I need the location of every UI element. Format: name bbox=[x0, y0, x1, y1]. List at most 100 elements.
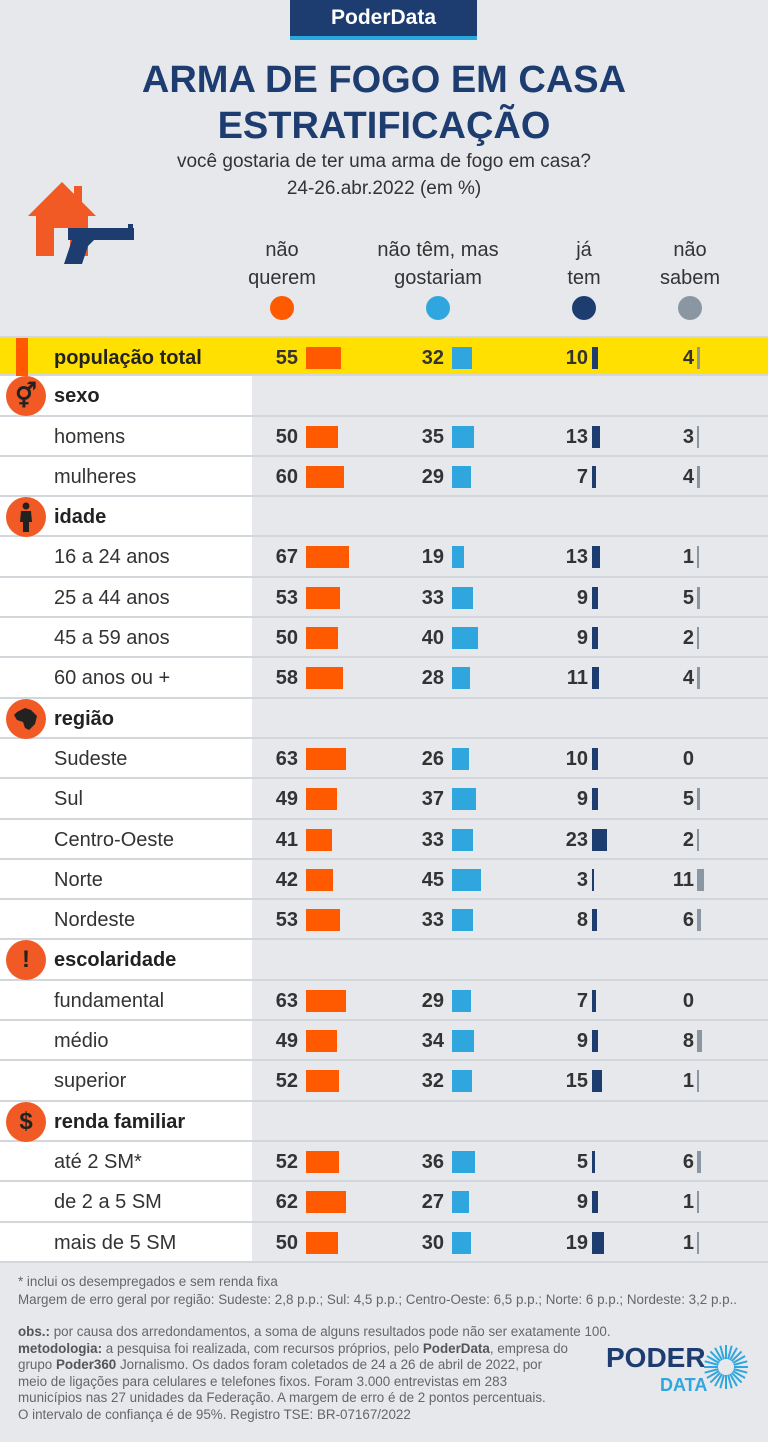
row-label: idade bbox=[54, 506, 107, 529]
column-header-line2: tem bbox=[567, 267, 601, 289]
value-nao_querem: 53 bbox=[275, 909, 298, 932]
value-gostariam: 19 bbox=[421, 546, 444, 569]
table-row: médio 49 34 9 8 bbox=[0, 1021, 768, 1062]
row-label-cell bbox=[0, 537, 252, 576]
chart-date: 24-26.abr.2022 (em %) bbox=[286, 178, 482, 199]
row-label-cell bbox=[0, 658, 252, 697]
table-row: 25 a 44 anos 53 33 9 5 bbox=[0, 577, 768, 619]
value-gostariam: 29 bbox=[421, 989, 444, 1012]
chart-subtitle: você gostaria de ter uma arma de fogo em… bbox=[176, 151, 591, 172]
bar-ja_tem bbox=[592, 1030, 598, 1053]
row-label-cell bbox=[0, 1141, 252, 1181]
row-label-cell bbox=[0, 338, 252, 375]
method-text-1: a pesquisa foi realizada, com recursos p… bbox=[102, 1340, 423, 1356]
obs-label: obs.: bbox=[18, 1324, 50, 1339]
column-header-line1: não bbox=[673, 239, 707, 261]
bar-gostariam bbox=[452, 828, 474, 851]
bar-gostariam bbox=[452, 1030, 474, 1053]
poderdata-logo: PODER DATA bbox=[606, 1342, 748, 1395]
bar-ja_tem bbox=[592, 989, 597, 1012]
value-ja_tem: 23 bbox=[565, 828, 588, 851]
value-gostariam: 37 bbox=[421, 788, 444, 811]
table-row: até 2 SM* 52 36 5 6 bbox=[0, 1141, 768, 1183]
value-nao_sabem: 6 bbox=[682, 909, 694, 932]
bar-nao_sabem bbox=[697, 1150, 701, 1173]
bar-nao_querem bbox=[306, 868, 333, 891]
legend-dot-nao_sabem bbox=[678, 296, 702, 320]
value-gostariam: 33 bbox=[421, 909, 444, 932]
value-nao_sabem: 1 bbox=[682, 1231, 694, 1254]
chart-title: ARMA DE FOGO EM CASA bbox=[141, 59, 627, 101]
bar-nao_sabem bbox=[697, 546, 699, 569]
bar-nao_sabem bbox=[697, 1231, 699, 1254]
bar-gostariam bbox=[452, 1070, 473, 1093]
bar-gostariam bbox=[452, 1231, 472, 1254]
value-ja_tem: 3 bbox=[576, 868, 588, 891]
row-label-cell bbox=[0, 1182, 252, 1221]
category-row: idade bbox=[0, 497, 768, 538]
value-nao_querem: 52 bbox=[275, 1070, 298, 1093]
value-ja_tem: 7 bbox=[576, 465, 588, 488]
row-label-cell bbox=[0, 859, 252, 899]
row-label-cell bbox=[0, 819, 252, 858]
row-label-cell bbox=[0, 779, 252, 818]
bar-gostariam bbox=[452, 1191, 470, 1214]
footnote-income: * inclui os desempregados e sem renda fi… bbox=[18, 1274, 278, 1289]
row-label: Norte bbox=[54, 868, 103, 891]
bar-nao_querem bbox=[306, 667, 344, 690]
value-nao_querem: 62 bbox=[275, 1191, 298, 1214]
value-ja_tem: 9 bbox=[576, 627, 588, 650]
results-table: população total 55 32 10 4 ⚥ sexo homens 50 35 13 3… bbox=[0, 336, 768, 1263]
gender-icon: ⚥ bbox=[6, 376, 46, 417]
value-nao_querem: 55 bbox=[275, 347, 298, 369]
row-label-cell bbox=[0, 1222, 252, 1261]
value-nao_querem: 63 bbox=[275, 747, 298, 770]
row-label: Sul bbox=[54, 788, 83, 811]
legend-dot-gostariam bbox=[426, 296, 450, 320]
bar-gostariam bbox=[452, 909, 474, 932]
bar-ja_tem bbox=[592, 868, 594, 891]
value-gostariam: 28 bbox=[421, 667, 444, 690]
table-row: de 2 a 5 SM 62 27 9 1 bbox=[0, 1182, 768, 1223]
value-gostariam: 33 bbox=[421, 828, 444, 851]
table-row: mais de 5 SM 50 30 19 1 bbox=[0, 1222, 768, 1263]
value-nao_sabem: 11 bbox=[672, 868, 694, 891]
value-nao_sabem: 4 bbox=[682, 347, 694, 369]
value-ja_tem: 19 bbox=[565, 1231, 588, 1254]
method-text-2: , empresa do bbox=[489, 1340, 568, 1356]
value-gostariam: 33 bbox=[421, 586, 444, 609]
value-ja_tem: 9 bbox=[576, 788, 588, 811]
row-label: Nordeste bbox=[54, 909, 136, 932]
exclamation-icon: ! bbox=[6, 940, 46, 981]
bar-ja_tem bbox=[592, 828, 607, 851]
column-header-line1: já bbox=[576, 239, 592, 261]
method-label: metodologia: bbox=[18, 1340, 103, 1356]
bar-nao_sabem bbox=[697, 586, 701, 609]
bar-gostariam bbox=[452, 989, 471, 1012]
method-text-4: Jornalismo. Os dados foram coletados de … bbox=[116, 1357, 543, 1372]
value-nao_querem: 42 bbox=[275, 868, 298, 891]
row-label-cell bbox=[0, 1061, 252, 1100]
bar-nao_querem bbox=[306, 546, 349, 569]
table-row: população total 55 32 10 4 bbox=[0, 336, 768, 378]
bar-nao_sabem bbox=[697, 868, 705, 891]
table-row: fundamental 63 29 7 0 bbox=[0, 980, 768, 1022]
bar-ja_tem bbox=[592, 546, 601, 569]
value-gostariam: 26 bbox=[421, 747, 444, 770]
obs-text: por causa dos arredondamentos, a soma de… bbox=[50, 1324, 611, 1339]
bar-ja_tem bbox=[592, 1231, 605, 1254]
bar-ja_tem bbox=[592, 627, 598, 650]
value-nao_sabem: 1 bbox=[682, 1070, 694, 1093]
value-ja_tem: 13 bbox=[565, 546, 588, 569]
bar-nao_sabem bbox=[697, 627, 699, 650]
table-row: homens 50 35 13 3 bbox=[0, 416, 768, 457]
footnote-method-1: metodologia: a pesquisa foi realizada, c… bbox=[18, 1341, 568, 1358]
value-nao_sabem: 3 bbox=[682, 425, 694, 448]
bar-ja_tem bbox=[592, 586, 598, 609]
row-label-cell bbox=[0, 577, 252, 617]
bar-gostariam bbox=[452, 347, 473, 369]
footnote-method-5: O intervalo de confiança é de 95%. Regis… bbox=[18, 1406, 411, 1422]
bar-ja_tem bbox=[592, 909, 598, 932]
footnote-method-3: meio de ligações para celulares e telefo… bbox=[18, 1373, 508, 1389]
value-ja_tem: 9 bbox=[576, 586, 588, 609]
